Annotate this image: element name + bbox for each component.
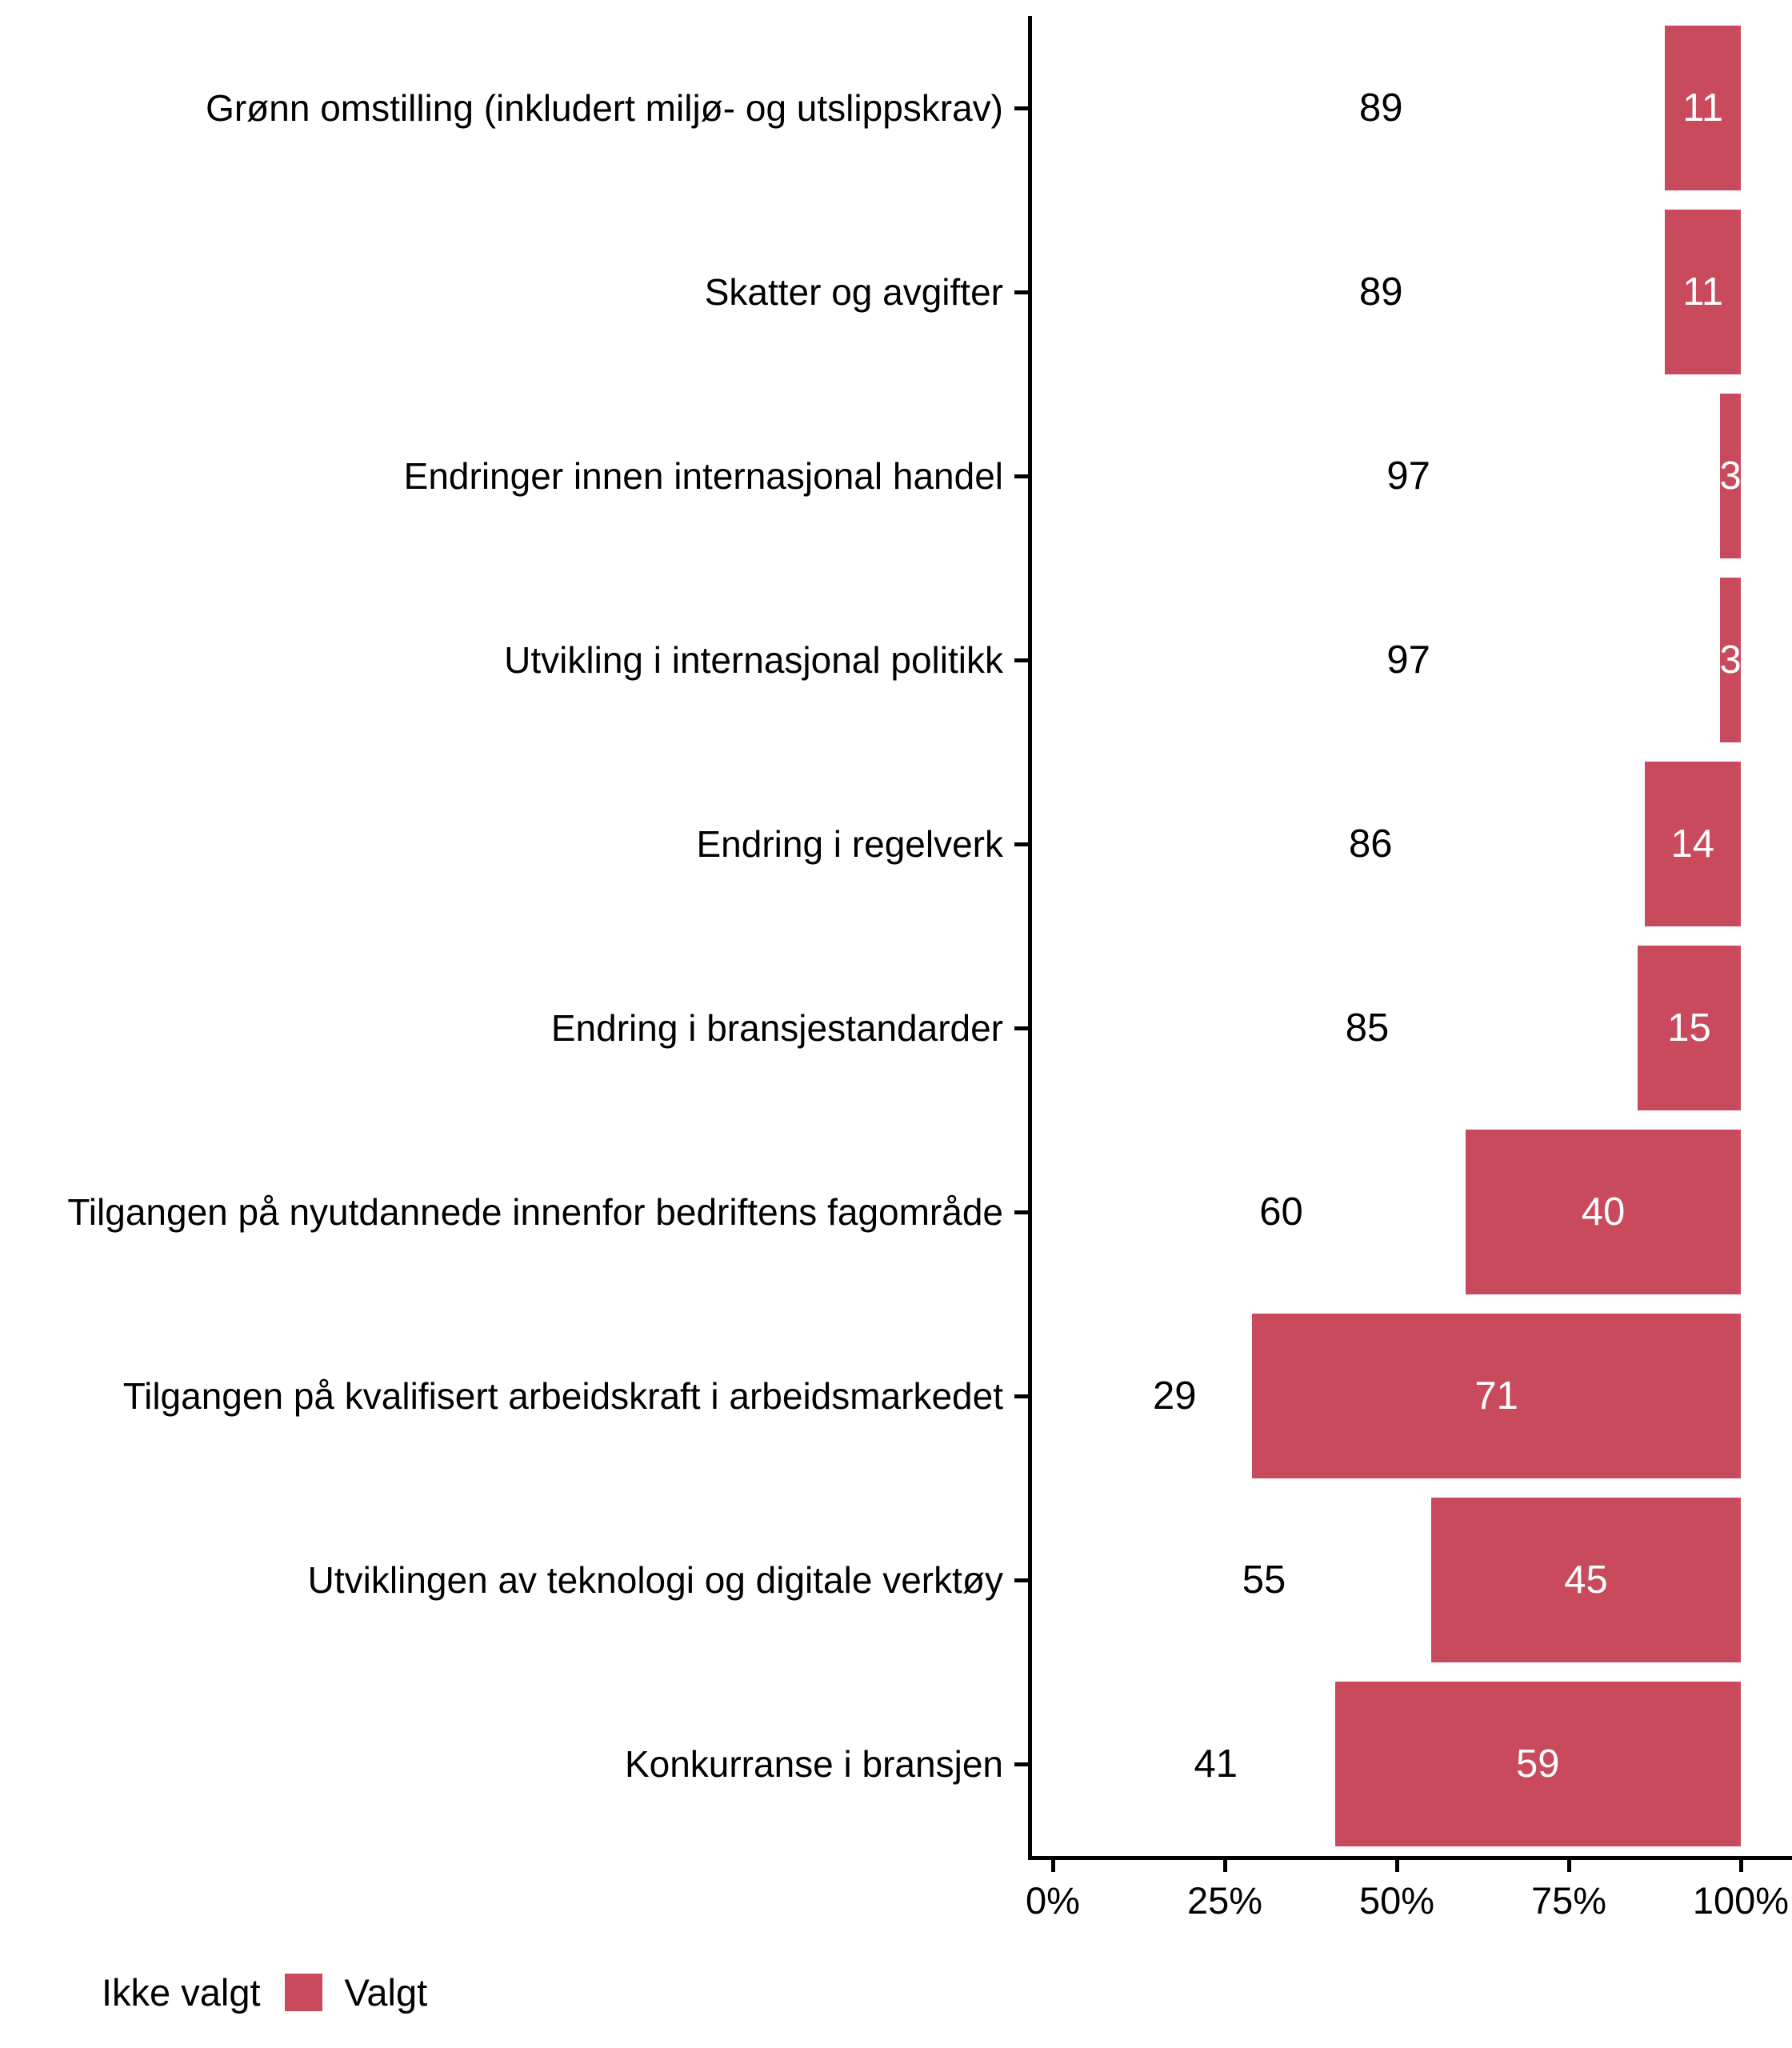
- value-label-selected: 71: [1474, 1374, 1518, 1418]
- chart-row: Endringer innen internasjonal handel 97 …: [0, 384, 1792, 568]
- x-tick: [1051, 1860, 1055, 1872]
- segment-selected: 15: [1638, 946, 1741, 1110]
- y-axis-tick: [1014, 1578, 1030, 1582]
- segment-selected: 40: [1466, 1130, 1741, 1294]
- stacked-bar: 97 3: [1053, 578, 1742, 742]
- x-tick-label: 0%: [1026, 1879, 1080, 1922]
- segment-not-selected: 86: [1053, 762, 1645, 926]
- x-tick: [1395, 1860, 1399, 1872]
- x-tick: [1739, 1860, 1743, 1872]
- legend-key-selected: [284, 1973, 322, 2011]
- y-axis-tick: [1014, 106, 1030, 110]
- stacked-bar: 89 11: [1053, 210, 1741, 374]
- category-label: Endring i regelverk: [696, 822, 1003, 865]
- category-label: Utvikling i internasjonal politikk: [504, 638, 1003, 681]
- segment-selected: 11: [1665, 210, 1741, 374]
- value-label-not-selected: 29: [1152, 1374, 1197, 1418]
- value-label-not-selected: 86: [1349, 822, 1393, 866]
- segment-not-selected: 29: [1053, 1314, 1252, 1478]
- stacked-bar: 89 11: [1053, 26, 1741, 190]
- value-label-not-selected: 89: [1358, 270, 1403, 314]
- value-label-selected: 14: [1670, 822, 1715, 866]
- value-label-selected: 3: [1719, 454, 1742, 498]
- x-axis-line: [1028, 1856, 1792, 1860]
- value-label-not-selected: 97: [1386, 638, 1430, 682]
- chart-row: Utviklingen av teknologi og digitale ver…: [0, 1488, 1792, 1672]
- value-label-selected: 40: [1581, 1190, 1626, 1234]
- chart-row: Tilgangen på kvalifisert arbeidskraft i …: [0, 1304, 1792, 1488]
- stacked-bar: 85 15: [1053, 946, 1741, 1110]
- x-tick: [1223, 1860, 1227, 1872]
- category-label: Endringer innen internasjonal handel: [403, 454, 1003, 497]
- stacked-bar: 86 14: [1053, 762, 1741, 926]
- legend-label-not-selected: Ikke valgt: [102, 1970, 261, 2014]
- value-label-selected: 59: [1516, 1742, 1560, 1786]
- segment-selected: 3: [1719, 394, 1742, 558]
- x-tick-label: 50%: [1358, 1879, 1435, 1922]
- category-label: Tilgangen på kvalifisert arbeidskraft i …: [122, 1374, 1003, 1417]
- segment-selected: 71: [1252, 1314, 1741, 1478]
- y-axis-tick: [1014, 658, 1030, 662]
- y-axis-tick: [1014, 1210, 1030, 1214]
- segment-not-selected: 97: [1053, 578, 1720, 742]
- value-label-not-selected: 55: [1242, 1558, 1286, 1602]
- chart-row: Utvikling i internasjonal politikk 97 3: [0, 568, 1792, 752]
- segment-selected: 3: [1719, 578, 1742, 742]
- value-label-not-selected: 85: [1345, 1006, 1390, 1050]
- chart-row: Endring i regelverk 86 14: [0, 752, 1792, 936]
- category-label: Utviklingen av teknologi og digitale ver…: [307, 1558, 1003, 1601]
- segment-selected: 11: [1665, 26, 1741, 190]
- y-axis-tick: [1014, 1026, 1030, 1030]
- segment-selected: 45: [1431, 1498, 1741, 1662]
- value-label-not-selected: 41: [1194, 1742, 1238, 1786]
- category-label: Tilgangen på nyutdannede innenfor bedrif…: [67, 1190, 1003, 1233]
- stacked-bar: 60 40: [1053, 1130, 1741, 1294]
- segment-not-selected: 89: [1053, 210, 1665, 374]
- chart-row: Endring i bransjestandarder 85 15: [0, 936, 1792, 1120]
- segment-not-selected: 89: [1053, 26, 1665, 190]
- segment-not-selected: 97: [1053, 394, 1720, 558]
- chart-row: Tilgangen på nyutdannede innenfor bedrif…: [0, 1120, 1792, 1304]
- chart-row: Konkurranse i bransjen 41 59: [0, 1672, 1792, 1856]
- x-tick-label: 25%: [1186, 1879, 1263, 1922]
- y-axis-line: [1028, 16, 1032, 1860]
- stacked-bar: 41 59: [1053, 1682, 1741, 1846]
- segment-not-selected: 60: [1053, 1130, 1466, 1294]
- value-label-selected: 11: [1682, 86, 1724, 130]
- category-label: Skatter og avgifter: [704, 270, 1003, 313]
- bar-rows: Grønn omstilling (inkludert miljø- og ut…: [0, 16, 1792, 1856]
- chart-row: Skatter og avgifter 89 11: [0, 200, 1792, 384]
- chart-row: Grønn omstilling (inkludert miljø- og ut…: [0, 16, 1792, 200]
- segment-not-selected: 85: [1053, 946, 1638, 1110]
- category-label: Konkurranse i bransjen: [624, 1742, 1003, 1785]
- x-tick-label: 75%: [1530, 1879, 1607, 1922]
- x-tick: [1567, 1860, 1571, 1872]
- value-label-selected: 15: [1667, 1006, 1711, 1050]
- stacked-bar: 29 71: [1053, 1314, 1741, 1478]
- value-label-selected: 11: [1682, 270, 1724, 314]
- value-label-not-selected: 60: [1259, 1190, 1303, 1234]
- category-label: Grønn omstilling (inkludert miljø- og ut…: [206, 86, 1003, 129]
- legend-key-not-selected: [48, 1973, 86, 2011]
- segment-selected: 14: [1644, 762, 1741, 926]
- segment-selected: 59: [1334, 1682, 1741, 1846]
- stacked-bar: 55 45: [1053, 1498, 1741, 1662]
- stacked-bar: 97 3: [1053, 394, 1742, 558]
- segment-not-selected: 41: [1053, 1682, 1335, 1846]
- y-axis-tick: [1014, 1762, 1030, 1766]
- legend: Ikke valgt Valgt: [48, 1970, 427, 2014]
- category-label: Endring i bransjestandarder: [550, 1006, 1003, 1049]
- x-tick-label: 100%: [1692, 1879, 1790, 1922]
- y-axis-tick: [1014, 290, 1030, 294]
- y-axis-tick: [1014, 1394, 1030, 1398]
- value-label-selected: 3: [1719, 638, 1742, 682]
- value-label-selected: 45: [1564, 1558, 1608, 1602]
- value-label-not-selected: 97: [1386, 454, 1430, 498]
- y-axis-tick: [1014, 842, 1030, 846]
- segment-not-selected: 55: [1053, 1498, 1431, 1662]
- legend-label-selected: Valgt: [344, 1970, 428, 2014]
- value-label-not-selected: 89: [1358, 86, 1403, 130]
- y-axis-tick: [1014, 474, 1030, 478]
